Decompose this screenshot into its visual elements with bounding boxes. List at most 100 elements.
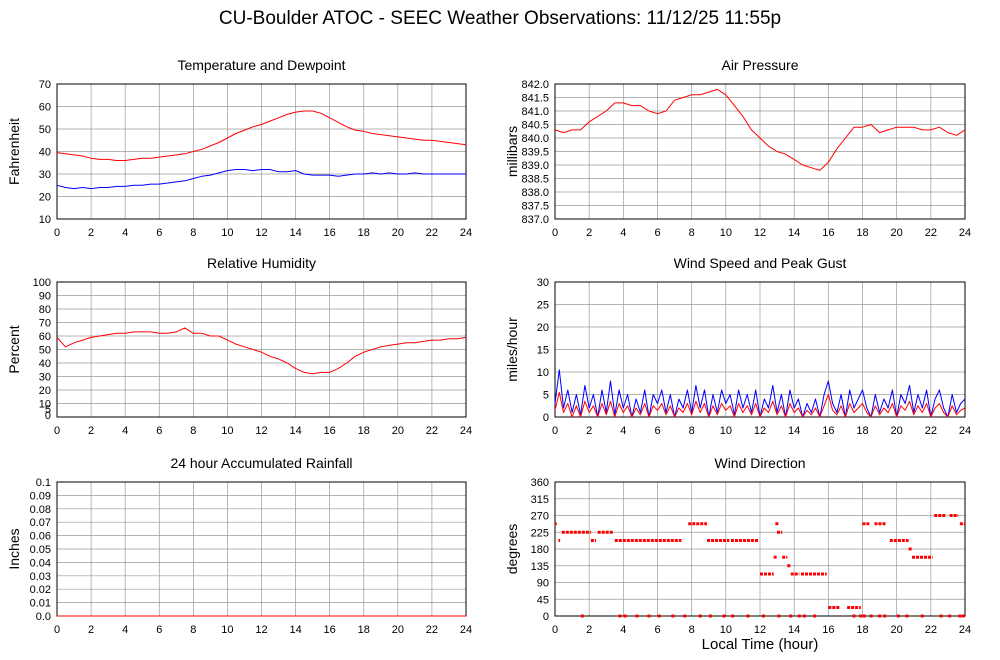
direction-point <box>761 614 765 618</box>
x-tick-label: 16 <box>822 227 834 239</box>
y-axis-label-direction: degrees <box>504 524 520 575</box>
x-tick-label: 10 <box>221 227 233 239</box>
x-tick-label: 2 <box>586 425 592 437</box>
panel-wind: Wind Speed and Peak Gust miles/hour 0 5 10 15… <box>504 255 971 437</box>
y-tick-label: 841.5 <box>521 93 549 105</box>
chart-title-wind: Wind Speed and Peak Gust <box>674 255 847 271</box>
x-tick-label: 0 <box>552 624 558 636</box>
direction-point <box>920 614 924 618</box>
direction-point <box>878 614 882 618</box>
plot-frame-humidity <box>56 281 467 418</box>
y-tick-label: 20 <box>537 322 549 334</box>
panel-temp: Temperature and DewpointFahrenheit102030… <box>6 57 472 239</box>
x-tick-label: 18 <box>358 624 370 636</box>
direction-point <box>580 614 584 618</box>
y-tick-label: 838.0 <box>521 187 549 199</box>
y-tick-label: 5 <box>543 390 549 402</box>
y-tick-label: 0.1 <box>36 477 51 489</box>
y-tick-label: 90 <box>537 578 549 590</box>
y-tick-label: 225 <box>531 527 549 539</box>
x-tick-label: 14 <box>788 624 800 636</box>
x-tick-label: 24 <box>460 425 472 437</box>
direction-point <box>698 614 702 618</box>
series-line-humidity-0 <box>56 327 467 375</box>
direction-point <box>731 614 735 618</box>
y-tick-label: 10 <box>39 399 51 411</box>
chart-title-direction: Wind Direction <box>714 455 805 471</box>
direction-point <box>671 614 675 618</box>
x-tick-label: 22 <box>426 624 438 636</box>
y-tick-label: 838.5 <box>521 174 549 186</box>
y-tick-label: 20 <box>39 192 51 204</box>
x-tick-label: 24 <box>460 624 472 636</box>
y-tick-label: 60 <box>39 331 51 343</box>
x-tick-label: 22 <box>925 227 937 239</box>
direction-point <box>777 614 781 618</box>
y-tick-label: 70 <box>39 79 51 91</box>
y-tick-label: 30 <box>39 372 51 384</box>
y-tick-label: 20 <box>39 385 51 397</box>
direction-point <box>961 614 965 618</box>
y-tick-label: 0 <box>45 410 51 422</box>
x-tick-label: 14 <box>788 425 800 437</box>
x-tick-label: 22 <box>426 425 438 437</box>
x-tick-label: 12 <box>754 425 766 437</box>
y-tick-label: 0.03 <box>30 571 51 583</box>
y-tick-label: 10 <box>39 214 51 226</box>
x-tick-label: 18 <box>856 227 868 239</box>
direction-point <box>722 614 726 618</box>
y-tick-label: 0.07 <box>30 517 51 529</box>
chart-title-temp: Temperature and Dewpoint <box>177 57 345 73</box>
y-tick-label: 841.0 <box>521 106 549 118</box>
chart-title-pressure: Air Pressure <box>721 57 798 73</box>
y-tick-label: 0.09 <box>30 490 51 502</box>
y-axis-label-wind: miles/hour <box>504 317 520 382</box>
y-tick-label: 45 <box>537 594 549 606</box>
x-tick-label: 20 <box>392 227 404 239</box>
y-axis-label-pressure: millibars <box>504 126 520 177</box>
x-tick-label: 8 <box>190 227 196 239</box>
y-tick-label: 80 <box>39 304 51 316</box>
x-tick-label: 4 <box>122 227 128 239</box>
x-tick-label: 2 <box>88 624 94 636</box>
x-axis-caption: Local Time (hour) <box>701 636 819 653</box>
chart-title-humidity: Relative Humidity <box>207 255 316 271</box>
x-tick-label: 22 <box>925 425 937 437</box>
x-tick-label: 18 <box>856 425 868 437</box>
x-tick-label: 22 <box>426 227 438 239</box>
x-tick-label: 4 <box>620 425 626 437</box>
y-tick-label: 70 <box>39 318 51 330</box>
x-tick-label: 8 <box>689 227 695 239</box>
y-tick-label: 0.02 <box>30 584 51 596</box>
x-tick-label: 24 <box>959 227 971 239</box>
series-line-pressure-0 <box>554 88 966 171</box>
direction-point <box>746 614 750 618</box>
y-tick-label: 315 <box>531 494 549 506</box>
x-tick-label: 6 <box>156 425 162 437</box>
y-tick-label: 10 <box>537 367 549 379</box>
direction-point <box>896 614 900 618</box>
y-tick-label: 90 <box>39 291 51 303</box>
x-tick-label: 10 <box>720 624 732 636</box>
x-tick-label: 6 <box>654 227 660 239</box>
direction-point <box>948 614 952 618</box>
x-tick-label: 16 <box>324 227 336 239</box>
plot-frame-direction <box>554 481 966 617</box>
x-tick-label: 14 <box>289 624 301 636</box>
y-tick-label: 839.5 <box>521 147 549 159</box>
y-tick-label: 0.01 <box>30 598 51 610</box>
y-tick-label: 837.0 <box>521 214 549 226</box>
direction-point <box>623 614 627 618</box>
page-title: CU-Boulder ATOC - SEEC Weather Observati… <box>218 8 782 29</box>
y-tick-label: 0.06 <box>30 531 51 543</box>
y-tick-label: 839.0 <box>521 160 549 172</box>
panel-humidity: Relative HumidityPercent0510203040506070… <box>6 255 472 437</box>
x-tick-label: 18 <box>358 227 370 239</box>
chart-title-rain: 24 hour Accumulated Rainfall <box>170 455 352 471</box>
x-tick-label: 12 <box>255 624 267 636</box>
y-tick-label: 0 <box>543 611 549 623</box>
y-tick-label: 50 <box>39 124 51 136</box>
y-tick-label: 180 <box>531 544 549 556</box>
